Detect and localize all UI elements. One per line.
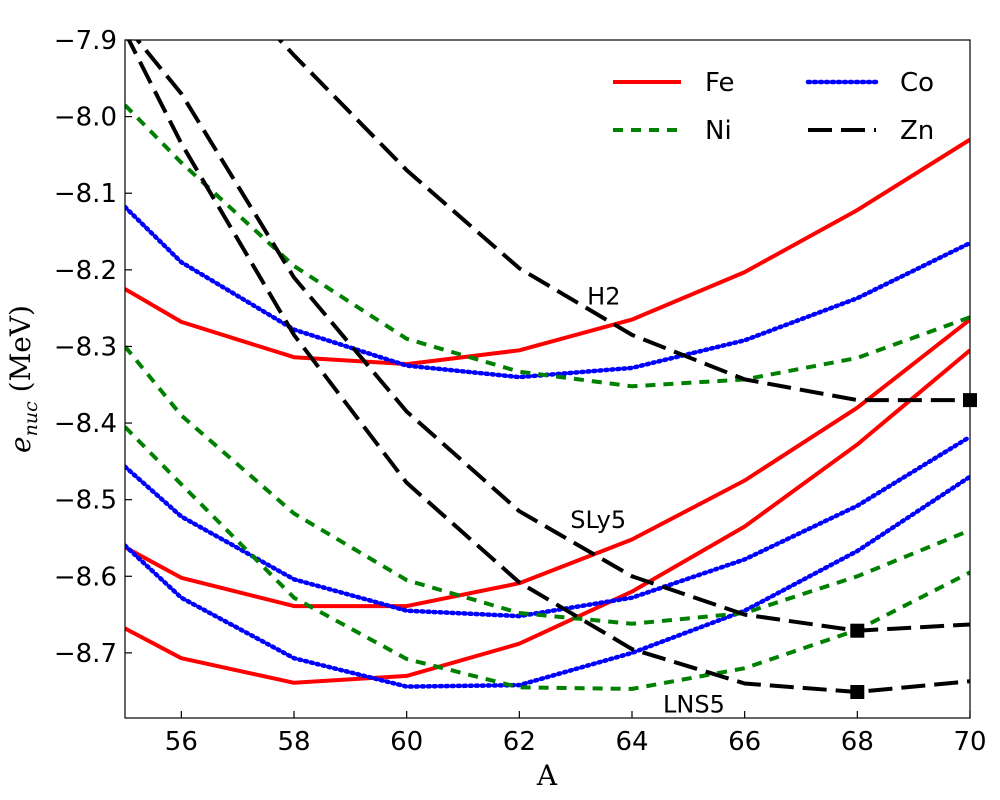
- series-line-fe-lns5: [125, 348, 970, 685]
- x-tick-label: 68: [841, 727, 874, 757]
- y-tick-label: −7.9: [54, 26, 117, 56]
- series-line-zn-lns5: [126, 40, 970, 694]
- legend: Fe Co Ni Zn: [613, 68, 934, 146]
- x-tick-label: 66: [728, 727, 761, 757]
- y-tick-label: −8.4: [54, 409, 117, 439]
- series-line-zn-sly5: [134, 40, 970, 633]
- y-tick-label: −8.1: [54, 179, 117, 209]
- series-line-zn-h2: [277, 40, 970, 403]
- series-layer: [125, 40, 970, 694]
- series-line-ni-sly5: [125, 345, 970, 626]
- legend-item-co: Co: [805, 68, 934, 98]
- series-line-ni-lns5: [125, 425, 970, 691]
- series-line-ni-h2: [125, 103, 970, 389]
- legend-item-ni: Ni: [613, 116, 732, 146]
- y-tick-label: −8.2: [54, 256, 117, 286]
- y-tick-label: −8.3: [54, 332, 117, 362]
- plot-area: [125, 40, 970, 718]
- y-tick-label: −8.0: [54, 103, 117, 133]
- legend-item-fe: Fe: [613, 68, 735, 98]
- marker-zn-sly5: [850, 623, 865, 638]
- series-line-co-h2: [125, 204, 970, 380]
- x-tick-label: 60: [390, 727, 423, 757]
- y-tick-label: −8.7: [54, 639, 117, 669]
- x-tick-label: 58: [277, 727, 310, 757]
- x-tick-label: 56: [165, 727, 198, 757]
- x-tick-label: 70: [953, 727, 986, 757]
- marker-zn-lns5: [850, 685, 865, 699]
- series-line-co-lns5: [125, 474, 970, 689]
- tick-layer: 56 58 60 62 64 66 68 70 −7.9 −8.0 −8.1 −8.2 −8.3 −8.4…: [54, 26, 987, 757]
- annotation-sly5: SLy5: [570, 506, 626, 534]
- legend-label-ni: Ni: [705, 116, 732, 146]
- series-line-co-sly5: [125, 434, 970, 619]
- legend-item-zn: Zn: [808, 116, 934, 146]
- y-axis-title-sub: nuc: [20, 401, 42, 436]
- y-axis-title-unit: (MeV): [4, 305, 37, 401]
- x-tick-label: 62: [503, 727, 536, 757]
- y-axis-title-main: e: [4, 436, 37, 453]
- series-line-fe-h2: [125, 137, 970, 367]
- legend-label-fe: Fe: [705, 68, 735, 98]
- x-axis-title: A: [536, 759, 558, 792]
- legend-label-zn: Zn: [900, 116, 934, 146]
- annotation-h2: H2: [587, 282, 620, 310]
- annotation-layer: H2 SLy5 LNS5: [570, 282, 725, 718]
- y-axis-title: enuc (MeV): [4, 305, 42, 453]
- y-tick-label: −8.5: [54, 486, 117, 516]
- y-tick-label: −8.6: [54, 562, 117, 592]
- x-tick-label: 64: [615, 727, 648, 757]
- plot-frame: [124, 39, 971, 719]
- legend-label-co: Co: [900, 68, 934, 98]
- annotation-lns5: LNS5: [663, 691, 725, 719]
